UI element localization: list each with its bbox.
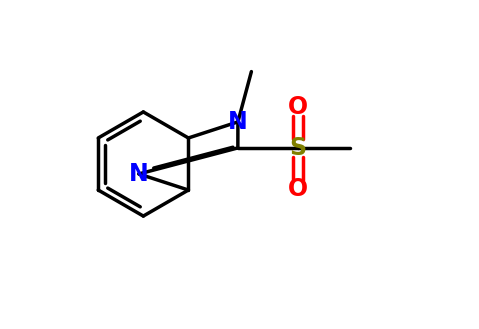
Text: S: S: [289, 136, 306, 160]
Text: O: O: [288, 177, 308, 200]
Text: N: N: [129, 162, 149, 186]
Text: O: O: [288, 95, 308, 119]
Text: N: N: [228, 110, 248, 134]
